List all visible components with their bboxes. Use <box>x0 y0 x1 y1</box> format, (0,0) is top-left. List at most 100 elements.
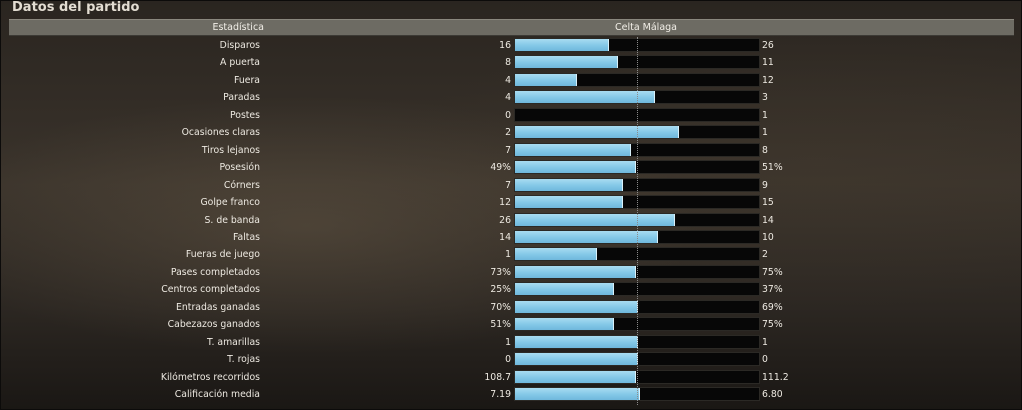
away-value: 10 <box>762 231 774 243</box>
home-value: 49% <box>490 162 511 174</box>
stat-label: Cabezazos ganados <box>167 319 260 331</box>
home-value: 70% <box>490 301 511 313</box>
away-value: 111.2 <box>762 371 789 383</box>
home-bar-fill <box>515 91 656 104</box>
header-teams-label: Celta Málaga <box>614 22 677 33</box>
away-value: 14 <box>762 214 774 226</box>
away-value: 11 <box>762 57 774 69</box>
home-value: 1 <box>505 249 511 261</box>
stat-row: Córners 7 9 <box>9 177 1014 194</box>
home-bar-fill <box>515 353 638 366</box>
home-value: 4 <box>505 92 511 104</box>
stat-row: S. de banda 26 14 <box>9 212 1014 229</box>
stat-row: Calificación media 7.19 6.80 <box>9 386 1014 403</box>
stat-row: Cabezazos ganados 51% 75% <box>9 316 1014 333</box>
stat-label: Córners <box>223 179 260 191</box>
stat-label: Entradas ganadas <box>176 301 260 313</box>
away-value: 8 <box>762 144 768 156</box>
stat-label: Golpe franco <box>200 197 260 209</box>
stat-label: Calificación media <box>174 389 260 400</box>
stat-row: Pases completados 73% 75% <box>9 264 1014 281</box>
stat-label: Centros completados <box>161 284 260 296</box>
home-value: 14 <box>499 231 511 243</box>
away-value: 9 <box>762 179 768 191</box>
stat-label: T. rojas <box>227 354 260 366</box>
stat-row: Fueras de juego 1 2 <box>9 246 1014 263</box>
home-value: 4 <box>505 74 511 86</box>
stat-row: Golpe franco 12 15 <box>9 194 1014 211</box>
stat-row: T. rojas 0 0 <box>9 351 1014 368</box>
away-value: 69% <box>762 301 783 313</box>
stat-label: Disparos <box>219 40 260 51</box>
home-value: 108.7 <box>484 371 511 383</box>
home-value: 51% <box>490 319 511 331</box>
away-value: 15 <box>762 197 774 209</box>
home-value: 12 <box>499 197 511 209</box>
home-value: 7 <box>505 144 511 156</box>
stat-label: A puerta <box>220 57 260 69</box>
stat-label: Faltas <box>233 231 260 243</box>
home-bar-fill <box>515 370 636 383</box>
away-value: 1 <box>762 336 768 348</box>
stat-label: S. de banda <box>204 214 260 226</box>
away-value: 0 <box>762 354 768 366</box>
stat-row: T. amarillas 1 1 <box>9 334 1014 351</box>
home-bar-fill <box>515 388 641 400</box>
home-value: 8 <box>505 57 511 69</box>
home-bar-fill <box>515 335 638 348</box>
home-value: 1 <box>505 336 511 348</box>
header-stat-label: Estadística <box>212 22 264 33</box>
away-value: 2 <box>762 249 768 261</box>
home-bar-fill <box>515 39 609 51</box>
stat-label: Pases completados <box>170 266 260 278</box>
stat-row: Fuera 4 12 <box>9 72 1014 89</box>
home-bar-fill <box>515 265 636 278</box>
away-value: 37% <box>762 284 783 296</box>
stat-label: Posesión <box>219 162 260 174</box>
away-value: 1 <box>762 127 768 139</box>
home-bar-fill <box>515 178 624 191</box>
home-bar-fill <box>515 161 636 174</box>
table-header: Estadística Celta Málaga <box>9 19 1014 36</box>
stat-label: Fueras de juego <box>185 249 260 261</box>
stat-row: Posesión 49% 51% <box>9 159 1014 176</box>
stat-row: Paradas 4 3 <box>9 89 1014 106</box>
home-bar-fill <box>515 283 614 296</box>
stat-row: Centros completados 25% 37% <box>9 281 1014 298</box>
home-bar-fill <box>515 143 631 156</box>
stat-label: T. amarillas <box>206 336 260 348</box>
home-bar-fill <box>515 248 597 261</box>
home-value: 0 <box>505 354 511 366</box>
home-value: 73% <box>490 266 511 278</box>
panel-title: Datos del partido <box>12 0 140 15</box>
stat-label: Ocasiones claras <box>181 127 260 139</box>
home-value: 7.19 <box>490 389 511 400</box>
away-value: 26 <box>762 40 774 51</box>
home-bar-fill <box>515 318 614 331</box>
home-bar-fill <box>515 300 638 313</box>
away-value: 12 <box>762 74 774 86</box>
stat-row: Tiros lejanos 7 8 <box>9 142 1014 159</box>
stat-row: Ocasiones claras 2 1 <box>9 124 1014 141</box>
home-bar-fill <box>515 73 577 86</box>
away-value: 75% <box>762 266 783 278</box>
stat-row: Postes 0 1 <box>9 107 1014 124</box>
home-bar-fill <box>515 213 675 226</box>
away-value: 75% <box>762 319 783 331</box>
home-value: 2 <box>505 127 511 139</box>
stat-label: Kilómetros recorridos <box>160 371 260 383</box>
away-value: 3 <box>762 92 768 104</box>
home-value: 16 <box>499 40 511 51</box>
home-bar-fill <box>515 56 619 69</box>
home-bar-fill <box>515 196 624 209</box>
center-divider <box>637 37 638 405</box>
stat-row: Entradas ganadas 70% 69% <box>9 299 1014 316</box>
home-bar-fill <box>515 126 680 139</box>
stat-label: Fuera <box>234 74 260 86</box>
stat-row: Faltas 14 10 <box>9 229 1014 246</box>
stat-row: Disparos 16 26 <box>9 37 1014 54</box>
stat-row: A puerta 8 11 <box>9 54 1014 71</box>
stat-label: Postes <box>229 109 260 121</box>
home-value: 25% <box>490 284 511 296</box>
